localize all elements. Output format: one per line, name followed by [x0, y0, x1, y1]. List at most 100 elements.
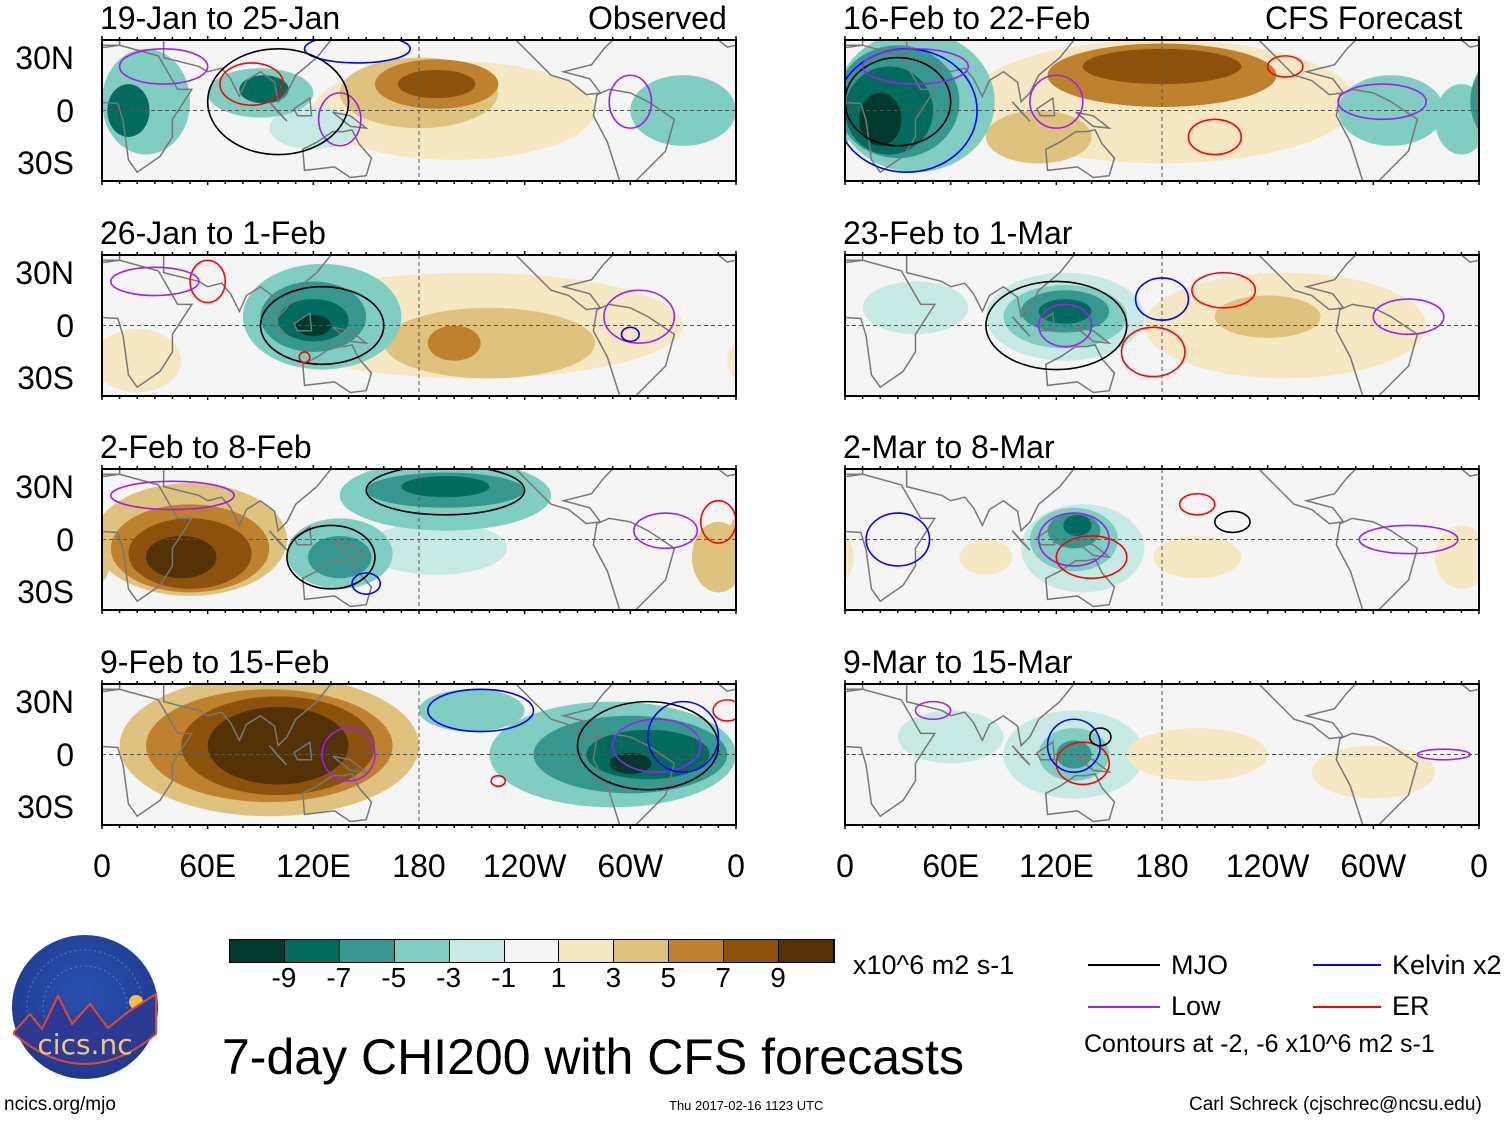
- coastline: [162, 255, 332, 319]
- contour-er: [1191, 271, 1257, 309]
- contour-kelvin: [647, 700, 720, 773]
- colorbar-swatch: [724, 940, 780, 962]
- coastline: [845, 688, 937, 818]
- colorbar-swatch: [504, 940, 560, 962]
- panel-title: 9-Feb to 15-Feb: [100, 644, 330, 680]
- coastline: [162, 40, 332, 104]
- coastline: [162, 469, 332, 533]
- coastline: [292, 740, 313, 761]
- contour-er: [298, 351, 311, 364]
- anomaly-shading: [419, 689, 525, 732]
- anomaly-shading: [1311, 745, 1435, 799]
- lat-label: 0: [56, 736, 74, 773]
- coastline: [301, 558, 373, 608]
- contour-low: [633, 512, 699, 550]
- contour-low: [914, 700, 952, 721]
- coastline: [905, 684, 1075, 748]
- coastline: [845, 469, 864, 476]
- colorbar-swatch: [614, 940, 670, 962]
- colorbar-tick-label: -7: [326, 962, 352, 993]
- coastline: [905, 40, 1075, 104]
- anomaly-shading: [691, 521, 736, 593]
- coastline: [292, 96, 313, 117]
- contour-kelvin: [865, 512, 931, 567]
- colorbar-swatch: [669, 940, 725, 962]
- panel-title: 26-Jan to 1-Feb: [100, 215, 326, 251]
- coastline: [102, 473, 194, 603]
- contour-kelvin: [351, 572, 382, 595]
- contour-mjo: [365, 469, 526, 516]
- anomaly-shading: [1082, 48, 1242, 85]
- contour-kelvin: [620, 326, 640, 343]
- coastline: [292, 311, 313, 332]
- lon-label: 120E: [1018, 848, 1094, 884]
- figure-title: 7-day CHI200 with CFS forecasts: [222, 1029, 964, 1085]
- coastline: [1075, 111, 1112, 130]
- url-link[interactable]: ncics.org/mjo: [4, 1094, 116, 1115]
- contour-er: [1055, 535, 1128, 580]
- lon-label: 0: [836, 848, 854, 884]
- colorbar-tick-label: 7: [715, 962, 731, 993]
- contour-er: [1120, 326, 1186, 378]
- lon-label: 180: [1135, 848, 1189, 884]
- legend-label-mjo: MJO: [1171, 950, 1228, 980]
- contour-low: [611, 718, 702, 773]
- coastline: [102, 40, 121, 47]
- contour-er: [712, 699, 736, 722]
- coastline: [514, 255, 614, 311]
- panel-title: 19-Jan to 25-Jan: [100, 0, 341, 36]
- lon-label: 120W: [482, 848, 567, 884]
- legend-label-low: Low: [1171, 991, 1221, 1021]
- coastline: [845, 44, 937, 174]
- lon-label: 60E: [179, 848, 237, 884]
- logo-text: cics.nc: [37, 1028, 132, 1061]
- legend-label-er: ER: [1392, 991, 1430, 1021]
- lon-label: 180: [392, 848, 446, 884]
- coastline: [1044, 773, 1116, 823]
- legend-line-mjo: [1088, 964, 1160, 966]
- colorbar-swatch: [559, 940, 615, 962]
- colorbar-tick-label: 5: [660, 962, 677, 993]
- lon-label: 120W: [1225, 848, 1310, 884]
- coastline: [1011, 101, 1031, 122]
- coastline: [514, 40, 614, 96]
- coastline: [592, 303, 676, 396]
- coastline: [1460, 255, 1479, 263]
- coastline: [102, 684, 121, 691]
- coastline: [1075, 540, 1112, 559]
- colorbar-swatch: [449, 940, 505, 962]
- coastline: [592, 732, 676, 825]
- coastline: [514, 469, 614, 525]
- anomaly-shading: [1470, 72, 1479, 131]
- coastline: [268, 316, 288, 337]
- coastline: [717, 684, 736, 692]
- anomaly-shading: [401, 476, 490, 498]
- map-panel: [844, 465, 1480, 614]
- anomaly-shading: [107, 84, 150, 137]
- legend-line-low: [1088, 1006, 1160, 1008]
- lat-label: 0: [56, 307, 74, 344]
- cics-logo: cics.nc: [12, 935, 158, 1079]
- coastline: [301, 129, 373, 179]
- lat-label: 30N: [15, 683, 74, 720]
- coastline: [301, 344, 373, 394]
- coastline: [1044, 129, 1116, 179]
- contour-low: [608, 74, 653, 129]
- panel-title: 16-Feb to 22-Feb: [843, 0, 1091, 36]
- timestamp: Thu 2017-02-16 1123 UTC: [669, 1098, 824, 1113]
- lon-label: 120E: [275, 848, 351, 884]
- anomaly-shading: [959, 539, 1013, 575]
- contour-low: [110, 266, 200, 297]
- coastline: [1335, 517, 1419, 610]
- contour-low: [1358, 524, 1459, 555]
- coastline: [717, 40, 736, 48]
- coastline: [1035, 96, 1056, 117]
- contour-mjo: [576, 700, 720, 791]
- anomaly-shading: [269, 106, 358, 150]
- lat-label: 30S: [17, 789, 74, 826]
- panel-title: 23-Feb to 1-Mar: [843, 215, 1073, 251]
- map-panel: [844, 680, 1480, 829]
- contour-kelvin: [427, 688, 535, 733]
- anomaly-shading: [1063, 514, 1092, 536]
- map-panel: [844, 251, 1480, 400]
